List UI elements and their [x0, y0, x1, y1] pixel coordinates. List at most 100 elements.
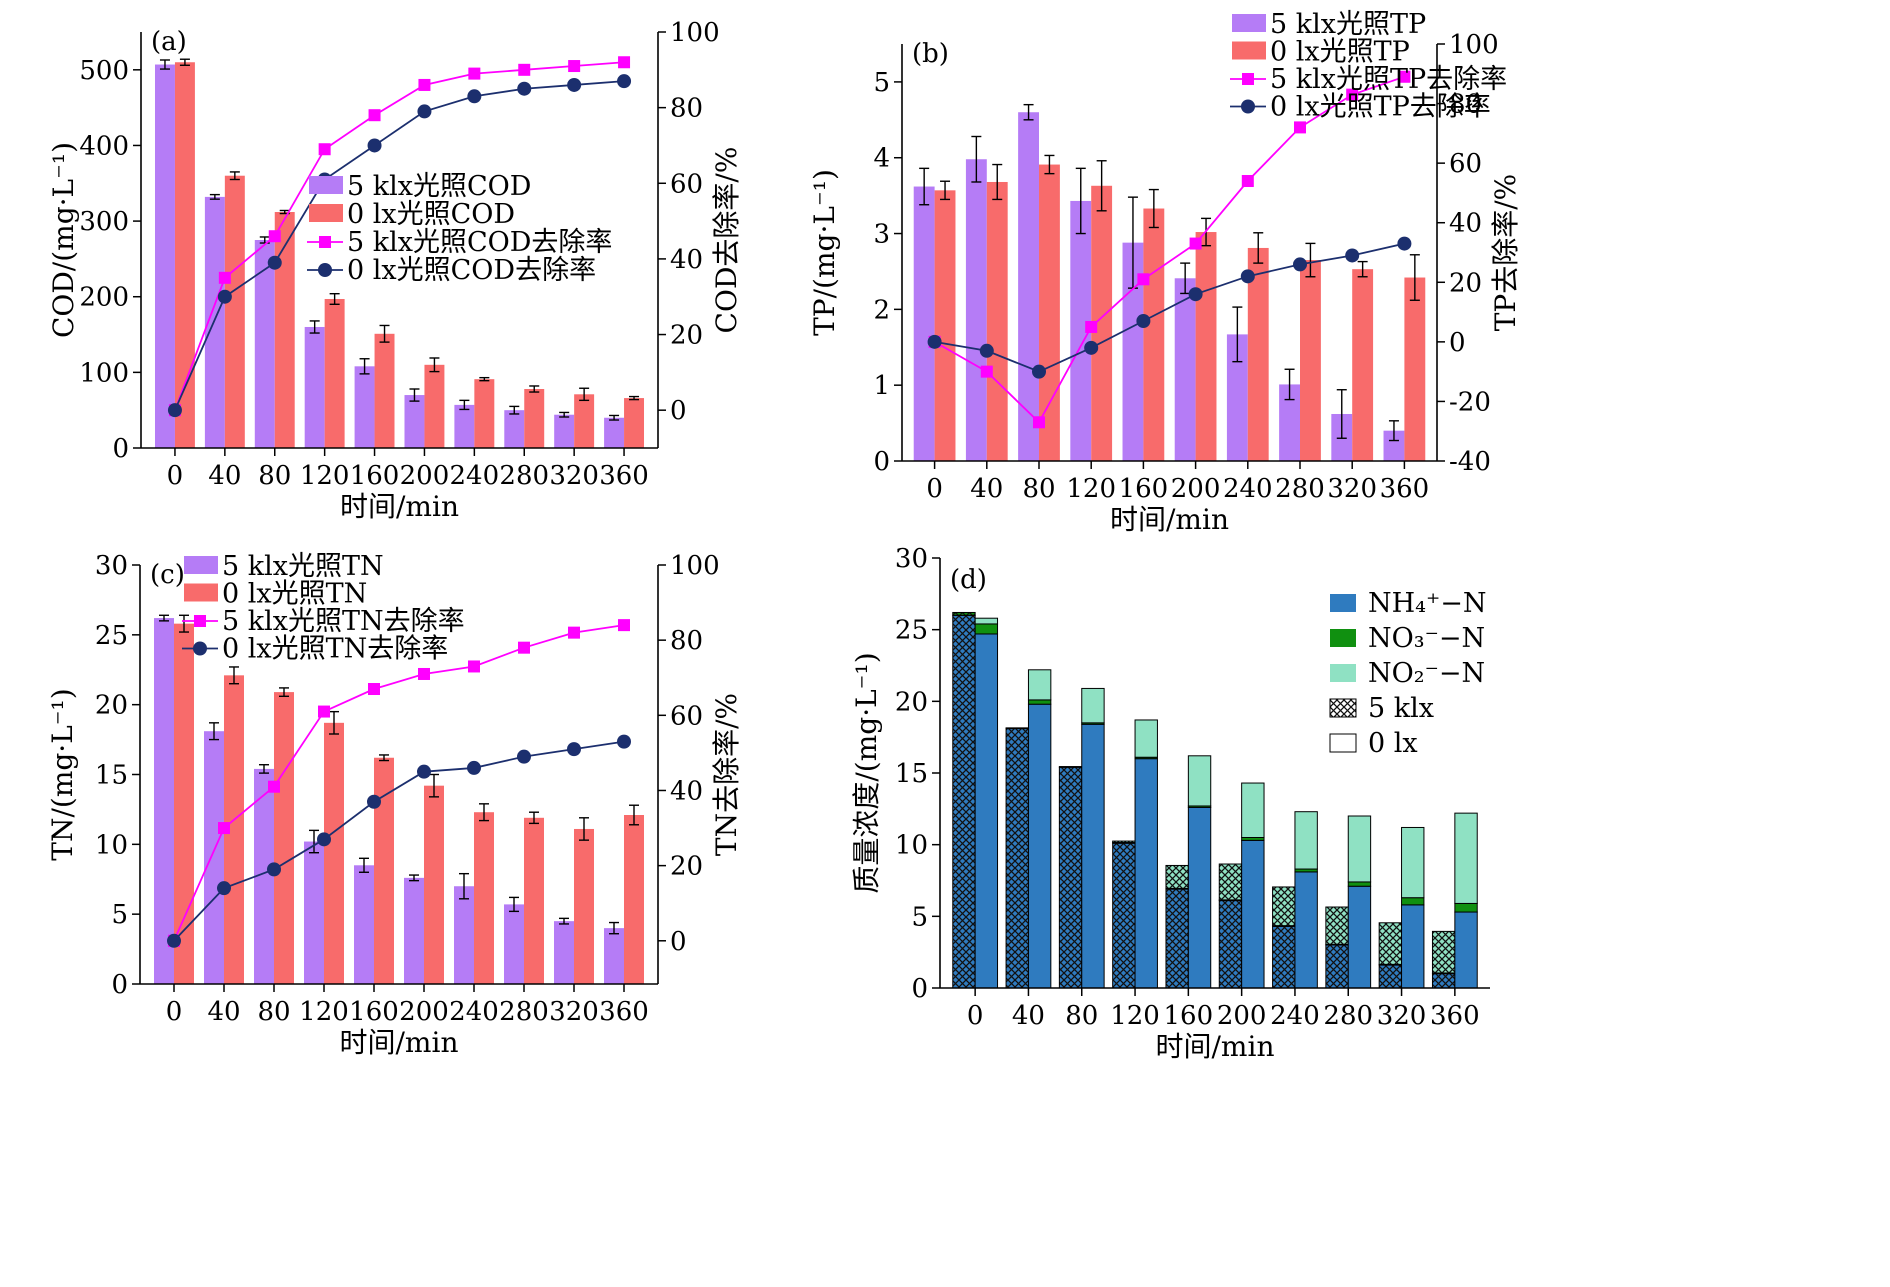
xtick-label-d-2: 80 — [1065, 1001, 1098, 1031]
legend-label-b-0: 5 klx光照TP — [1270, 9, 1426, 40]
x-axis-title-b: 时间/min — [1110, 503, 1229, 536]
bar-d-s5-7 — [1347, 815, 1372, 883]
bar-d-s2-5 — [1218, 863, 1243, 901]
bar-a-s1-3 — [324, 298, 345, 448]
bar-a-s1-7 — [524, 389, 545, 448]
bar-d-s3-2 — [1081, 723, 1105, 989]
point-c-s2-4 — [368, 683, 380, 696]
xtick-label-a-5: 200 — [400, 461, 450, 491]
bar-a-s1-8 — [574, 394, 595, 448]
legend-swatch-d-4 — [1329, 733, 1357, 753]
ytick-label-d-4: 20 — [895, 687, 928, 717]
y2tick-label-c-4: 80 — [670, 626, 703, 656]
xtick-label-d-6: 240 — [1270, 1001, 1320, 1031]
legend-label-a-0: 5 klx光照COD — [347, 171, 531, 202]
legend-label-c-2: 5 klx光照TN去除率 — [222, 606, 465, 637]
point-c-s2-5 — [418, 667, 430, 680]
bar-a-s0-7 — [504, 410, 525, 448]
line-a-s2 — [174, 61, 625, 411]
legend-swatch-d-2 — [1330, 664, 1356, 682]
bar-d-s5-1 — [1027, 669, 1052, 701]
point-c-s2-7 — [518, 641, 530, 654]
y2tick-label-c-2: 40 — [670, 776, 703, 806]
bar-b-s0-7 — [1279, 384, 1300, 461]
point-c-s3-8 — [567, 742, 581, 757]
xtick-label-d-9: 360 — [1430, 1001, 1480, 1031]
point-b-s3-9 — [1397, 236, 1412, 251]
bar-d-s0-0 — [952, 614, 976, 989]
ytick-label-c-6: 30 — [95, 551, 128, 581]
point-b-s3-7 — [1293, 257, 1307, 272]
xtick-label-a-2: 80 — [258, 461, 291, 491]
ytick-label-a-1: 100 — [79, 358, 129, 388]
bar-d-s3-9 — [1454, 911, 1478, 989]
point-a-s3-0 — [167, 403, 182, 418]
bar-d-s4-0 — [974, 623, 999, 635]
y2tick-label-b-1: -20 — [1449, 387, 1491, 417]
bar-a-s0-0 — [154, 64, 175, 449]
y2tick-label-b-6: 80 — [1449, 90, 1482, 120]
legend-marker-b-3 — [1241, 99, 1255, 114]
xtick-label-d-1: 40 — [1012, 1001, 1045, 1031]
ytick-label-d-0: 0 — [911, 974, 928, 1004]
bar-c-s0-1 — [204, 731, 224, 984]
bar-a-s0-3 — [304, 326, 325, 448]
ytick-label-d-5: 25 — [895, 616, 928, 646]
bar-c-s0-7 — [504, 904, 524, 984]
y2-axis-title-c: TN去除率/% — [710, 693, 743, 856]
bar-b-s0-1 — [965, 159, 987, 461]
y2tick-label-a-1: 20 — [670, 321, 703, 351]
panel-label-a: (a) — [151, 27, 187, 57]
bar-d-s5-6 — [1294, 811, 1318, 870]
point-c-s3-7 — [517, 749, 531, 764]
bar-b-s0-2 — [1018, 112, 1039, 462]
point-b-s2-4 — [1137, 273, 1150, 286]
legend-marker-b-2 — [1242, 73, 1254, 85]
bar-c-s1-2 — [274, 692, 294, 984]
bar-d-s4-1 — [1027, 699, 1052, 705]
legend-swatch-b-1 — [1232, 41, 1266, 60]
xtick-label-c-6: 240 — [449, 997, 499, 1027]
y2-axis-title-a: COD去除率/% — [710, 147, 743, 334]
panel-label-d: (d) — [950, 565, 987, 595]
ytick-label-c-1: 5 — [111, 900, 128, 930]
xtick-label-d-0: 0 — [967, 1001, 984, 1031]
bar-a-s0-4 — [354, 366, 375, 448]
bar-a-s0-2 — [254, 240, 275, 448]
bar-d-s3-4 — [1187, 806, 1212, 989]
point-c-s2-1 — [218, 822, 230, 835]
xtick-label-c-7: 280 — [499, 997, 549, 1027]
bar-a-s0-9 — [604, 417, 625, 448]
bar-d-s3-3 — [1134, 758, 1158, 989]
legend-swatch-c-0 — [184, 556, 218, 574]
ytick-label-a-4: 400 — [79, 131, 129, 161]
point-b-s3-5 — [1188, 287, 1203, 302]
bar-d-s0-3 — [1112, 842, 1136, 989]
bar-b-s1-0 — [934, 190, 956, 461]
point-a-s3-2 — [267, 255, 282, 270]
bar-c-s1-5 — [424, 785, 444, 984]
bar-a-s1-1 — [224, 175, 245, 448]
bar-c-s0-4 — [354, 865, 374, 984]
bar-a-s1-5 — [424, 364, 445, 448]
point-c-s2-8 — [568, 626, 580, 639]
xtick-label-c-8: 320 — [549, 997, 599, 1027]
bar-d-s2-4 — [1165, 864, 1189, 889]
xtick-label-a-9: 360 — [599, 461, 649, 491]
xtick-label-d-5: 200 — [1217, 1001, 1267, 1031]
y-axis-title-c: TN/(mg·L⁻¹) — [46, 688, 79, 860]
ytick-label-b-2: 2 — [873, 295, 890, 325]
point-c-s2-3 — [318, 705, 330, 718]
bar-d-s0-1 — [1005, 728, 1029, 989]
point-b-s2-2 — [1033, 416, 1045, 429]
bar-b-s0-3 — [1070, 200, 1092, 461]
point-b-s2-3 — [1085, 320, 1098, 333]
bar-b-s1-4 — [1143, 208, 1165, 461]
ytick-label-a-2: 200 — [79, 283, 129, 313]
point-c-s3-1 — [217, 881, 231, 896]
point-c-s3-0 — [167, 933, 181, 948]
legend-label-b-1: 0 lx光照TP — [1270, 37, 1410, 68]
bar-d-s5-4 — [1187, 755, 1212, 807]
point-b-s2-8 — [1346, 88, 1359, 101]
